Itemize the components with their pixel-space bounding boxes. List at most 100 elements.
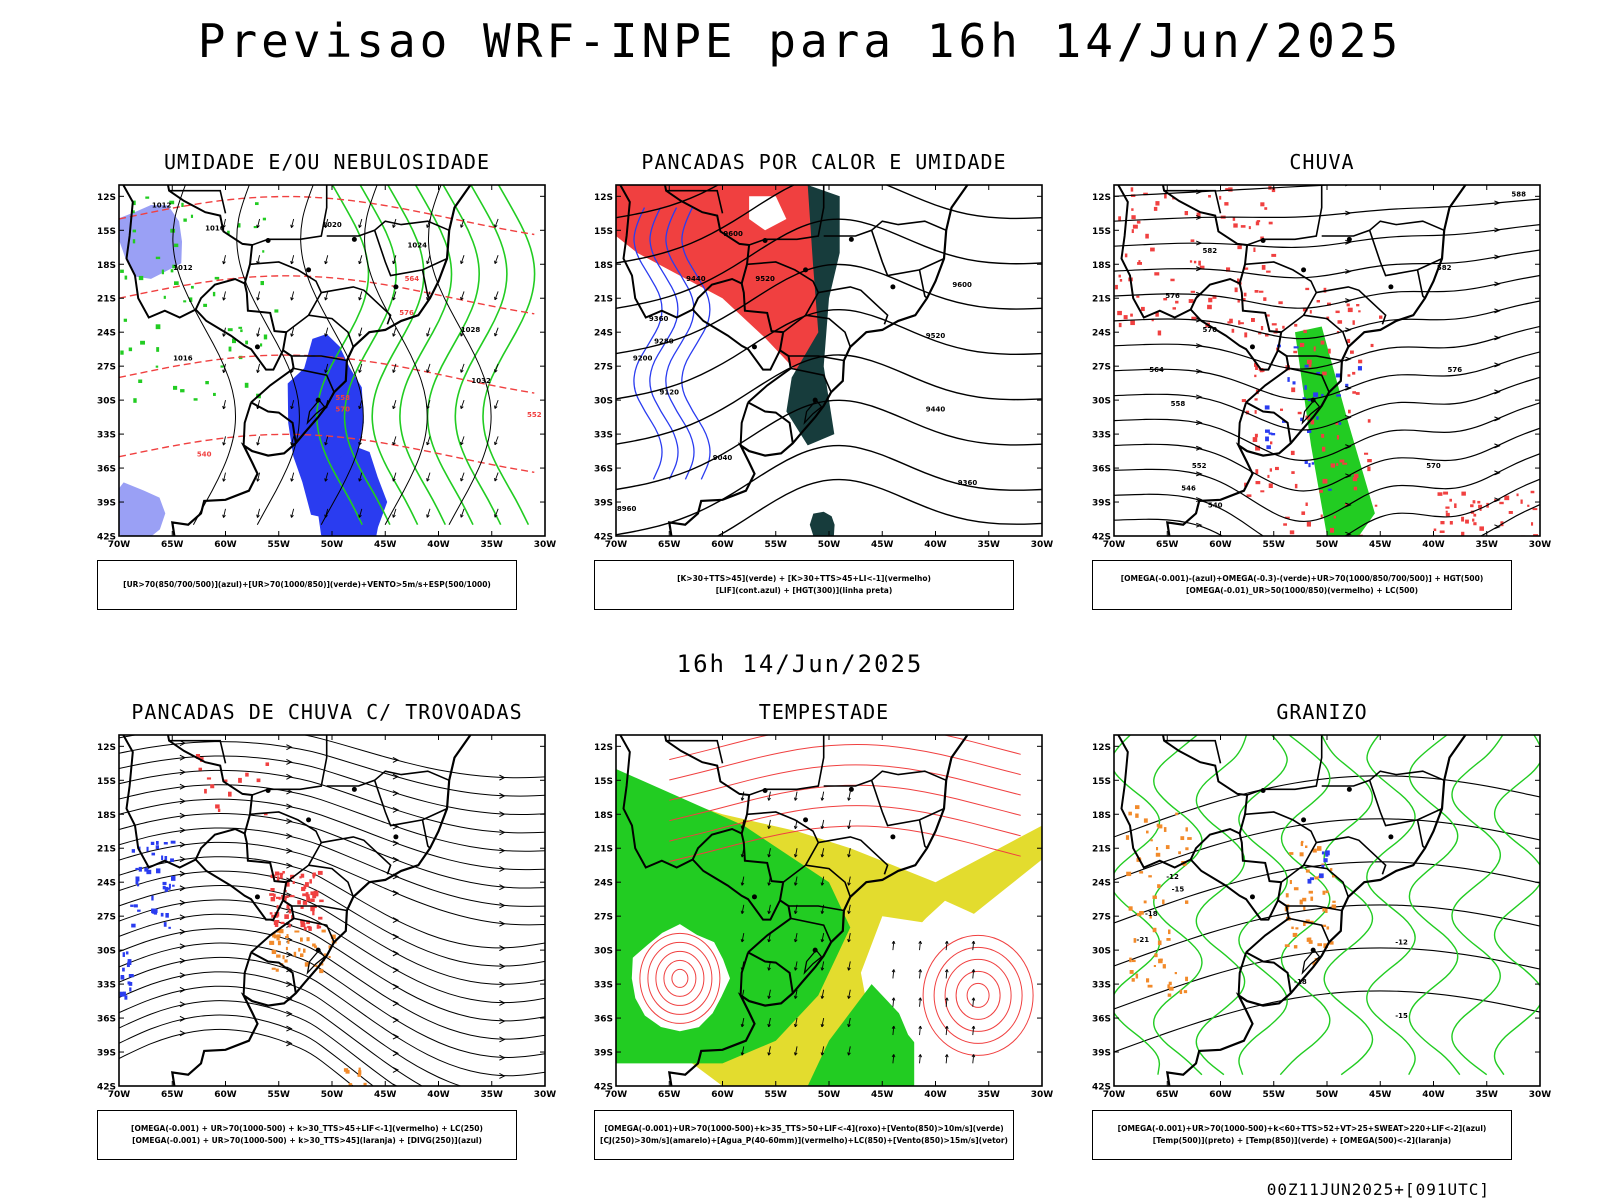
wind-vector xyxy=(972,1054,975,1064)
lat-label: 39S xyxy=(1092,499,1111,509)
panel-pancadas-calor[interactable]: PANCADAS POR CALOR E UMIDADE 9600 9520 944… xyxy=(574,150,1074,620)
omega-humid-pixel xyxy=(1233,223,1238,228)
hgt500-contour xyxy=(1114,274,1540,309)
lat-label: 30S xyxy=(97,947,116,957)
lif-contour xyxy=(633,207,663,480)
hgt500-contour xyxy=(1114,402,1540,462)
lon-label: 40W xyxy=(427,540,450,550)
divergence-pixel xyxy=(128,974,134,978)
omega500-pixel xyxy=(1317,943,1323,947)
omega500-pixel xyxy=(1299,852,1304,857)
city-marker xyxy=(306,817,312,823)
lon-label: 50W xyxy=(321,1090,344,1100)
omega-humid-pixel xyxy=(1347,374,1351,377)
wind-vector xyxy=(494,508,499,518)
panel-granizo[interactable]: GRANIZO -12 -15 -18 -21 -12 -15 -18 12S 15S 18S 21… xyxy=(1072,700,1572,1170)
panel-title: TEMPESTADE xyxy=(758,700,890,724)
omega-strong-area xyxy=(1295,326,1375,536)
divergence-pixel xyxy=(135,880,139,885)
streamline-arrow xyxy=(1494,281,1501,287)
streamline-arrow xyxy=(499,847,506,854)
panel-trovoadas[interactable]: PANCADAS DE CHUVA C/ TROVOADAS 12S 15S 18S… xyxy=(77,700,577,1170)
lon-label: 35W xyxy=(481,540,504,550)
city-marker xyxy=(1388,284,1394,290)
wind-vector-head xyxy=(290,260,294,265)
wind-vector-head xyxy=(494,296,498,301)
divergence-pixel xyxy=(126,963,130,968)
state-border xyxy=(1303,314,1350,348)
wind-vector-head xyxy=(256,442,260,446)
convection-pixel xyxy=(287,939,290,944)
wind-vector-head xyxy=(971,1025,976,1030)
omega-humid-pixel xyxy=(1199,265,1205,270)
thunderstorm-pixel xyxy=(270,888,275,892)
lon-label: 55W xyxy=(765,1090,788,1100)
omega-humid-pixel xyxy=(1289,530,1295,535)
streamline-arrow xyxy=(286,833,293,839)
wind-vector-head xyxy=(767,967,771,971)
map-pancadas-calor[interactable]: 9600 9520 9440 9360 9280 9200 9120 9040 8960 9600… xyxy=(594,180,1054,555)
state-border xyxy=(666,189,724,214)
wind-vector-head xyxy=(793,967,798,971)
coastline xyxy=(1165,185,1467,536)
omega-humid-pixel xyxy=(1320,340,1325,345)
legend-line: [CJ(250)>30m/s](amarelo)+[Agua_P(40-60mm… xyxy=(600,1136,1008,1145)
map-granizo[interactable]: -12-15-18-21 -12-15-1812S15S18S21S24S27S3… xyxy=(1092,730,1552,1105)
streamline-arrow xyxy=(179,870,187,877)
omega-humid-pixel xyxy=(1330,463,1336,468)
wind-vector xyxy=(290,508,295,518)
omega-humid-pixel xyxy=(1530,490,1535,494)
city-marker xyxy=(751,894,757,900)
omega500-pixel xyxy=(1128,811,1132,816)
thunderstorm-pixel xyxy=(215,804,220,809)
streamline-arrow xyxy=(1494,335,1501,341)
streamline-arrow xyxy=(1345,414,1352,420)
omega-humid-pixel xyxy=(1189,260,1193,263)
streamline-arrow xyxy=(179,1030,187,1037)
map-chuva[interactable]: 582 576 570 564 558 552 546 540 588 582 576 570 12S 1… xyxy=(1092,180,1552,555)
city-marker xyxy=(1249,894,1255,900)
contour-label: -15 xyxy=(1395,1012,1408,1020)
lat-label: 12S xyxy=(97,193,116,203)
streamline-arrow xyxy=(1196,240,1203,246)
divergence-pixel xyxy=(138,866,142,872)
coastline xyxy=(1165,735,1467,1086)
lat-label: 39S xyxy=(1092,1049,1111,1059)
omega500-pixel xyxy=(1322,890,1326,895)
wind-vector-head xyxy=(324,333,328,337)
thunderstorm-pixel xyxy=(292,881,295,884)
map-umidade[interactable]: 1012 1012 1016 1020 1024 1028 1032 552 570 564 576… xyxy=(97,180,557,555)
contour-label: 582 xyxy=(1437,264,1452,272)
wind-vector-head xyxy=(324,260,328,265)
panel-tempestade[interactable]: TEMPESTADE 12S 15S 18S 21S 24S 27S 30S 33S 36S 39… xyxy=(574,700,1074,1170)
coastline xyxy=(667,735,969,1086)
wind-vector-head xyxy=(740,938,745,943)
wind-vector xyxy=(460,508,465,518)
lon-label: 60W xyxy=(711,1090,734,1100)
omega-humid-pixel xyxy=(1115,284,1118,290)
omega500-pixel xyxy=(1147,984,1153,988)
convection-pixel xyxy=(328,956,331,959)
hail-index-pixel xyxy=(1309,877,1315,881)
omega-humid-pixel xyxy=(1260,326,1264,331)
wind-vector-head xyxy=(460,369,464,373)
city-marker xyxy=(393,834,399,840)
contour-label: 1020 xyxy=(322,221,342,229)
border-uruguay xyxy=(1245,401,1292,444)
panel-umidade[interactable]: UMIDADE E/OU NEBULOSIDADE 1012 1012 1016 10… xyxy=(77,150,577,620)
divergence-pixel xyxy=(166,887,171,890)
lat-label: 33S xyxy=(594,981,613,991)
humidity-low-pixel xyxy=(123,318,128,322)
coastline xyxy=(170,185,472,536)
wind-vector xyxy=(494,363,499,373)
border-uruguay-west xyxy=(739,402,750,446)
panel-chuva[interactable]: CHUVA 582 576 570 564 558 552 546 540 588 582 576 5… xyxy=(1072,150,1572,620)
wind-vector xyxy=(768,848,771,858)
wind-vector-head xyxy=(392,333,396,337)
state-border xyxy=(321,286,392,325)
divergence-pixel xyxy=(151,852,156,856)
wind-vector-head xyxy=(426,478,430,482)
legend-line: [UR>70(850/700/500)](azul)+[UR>70(1000/8… xyxy=(123,580,491,589)
